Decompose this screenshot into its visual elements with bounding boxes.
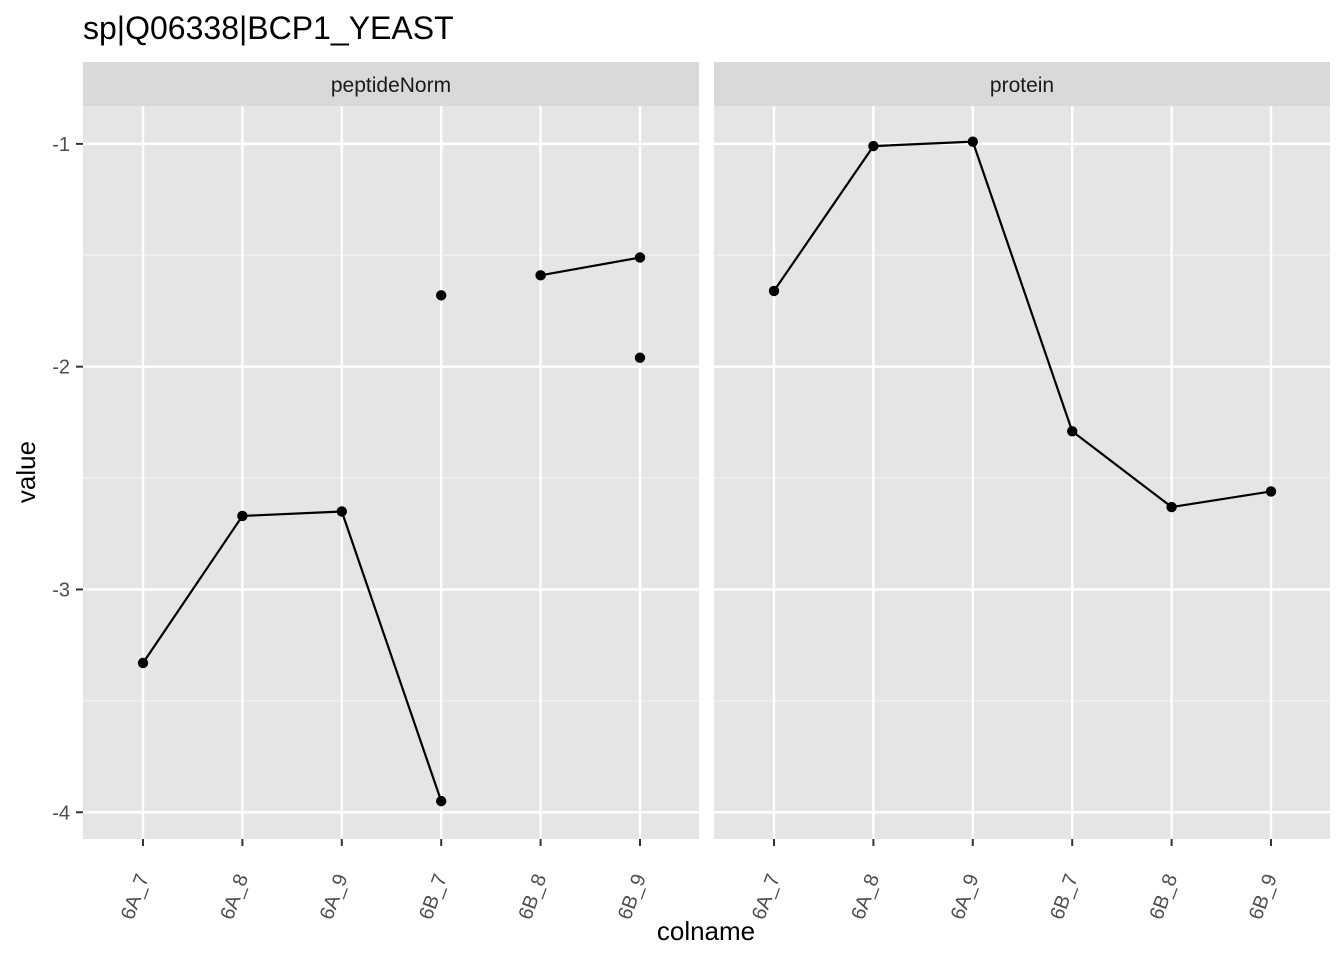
x-tick-label: 6B_7 [1046, 871, 1083, 922]
x-tick-label: 6A_7 [117, 871, 154, 922]
x-axis: 6A_7 6A_8 6A_9 6B_7 6B_8 6B_9 6A_7 6A_8 6A_9 6B_7… [117, 839, 1282, 923]
strip-label: peptideNorm [331, 74, 451, 97]
series-line [773, 140, 1272, 509]
x-tick-label: 6A_8 [847, 871, 884, 922]
panel-protein: protein [714, 62, 1330, 839]
strip-label: protein [990, 74, 1054, 97]
data-point [1067, 426, 1078, 437]
data-point [768, 285, 780, 297]
y-tick-label: -2 [52, 357, 70, 379]
data-point [436, 290, 447, 301]
strip-background [83, 62, 699, 106]
y-tick-label: -4 [52, 802, 70, 824]
x-tick-label: 6A_7 [748, 871, 785, 922]
panel-plot-area [714, 106, 1330, 839]
y-axis-title: value [11, 441, 41, 503]
data-point [336, 506, 347, 517]
data-point [137, 657, 149, 669]
panel-plot-area [83, 106, 699, 839]
y-tick-label: -1 [52, 134, 70, 156]
data-point [436, 795, 447, 807]
data-point [237, 510, 248, 522]
data-point [1265, 486, 1277, 497]
x-tick-label: 6B_9 [1245, 871, 1282, 922]
series-line [540, 256, 641, 277]
series-line [142, 510, 443, 802]
x-tick-label: 6A_9 [947, 871, 984, 922]
data-point [1166, 501, 1177, 513]
strip-background [714, 62, 1330, 106]
data-point [868, 140, 879, 152]
y-tick-label: -3 [52, 579, 70, 601]
panel-peptidenorm: peptideNorm [83, 62, 699, 839]
chart-title: sp|Q06338|BCP1_YEAST [83, 10, 454, 46]
y-axis: -4 -3 -2 -1 [52, 134, 83, 824]
x-tick-label: 6A_9 [316, 871, 353, 922]
panel-background [714, 106, 1330, 839]
data-point [535, 270, 546, 281]
x-tick-label: 6B_8 [1146, 871, 1183, 922]
x-axis-title: colname [657, 916, 755, 946]
data-point [634, 252, 646, 263]
x-tick-label: 6B_9 [614, 871, 651, 922]
x-tick-label: 6A_8 [216, 871, 253, 922]
x-tick-label: 6B_7 [415, 871, 452, 922]
x-tick-label: 6B_8 [515, 871, 552, 922]
data-point [967, 136, 978, 147]
panel-background [83, 106, 699, 839]
data-point [634, 352, 646, 363]
